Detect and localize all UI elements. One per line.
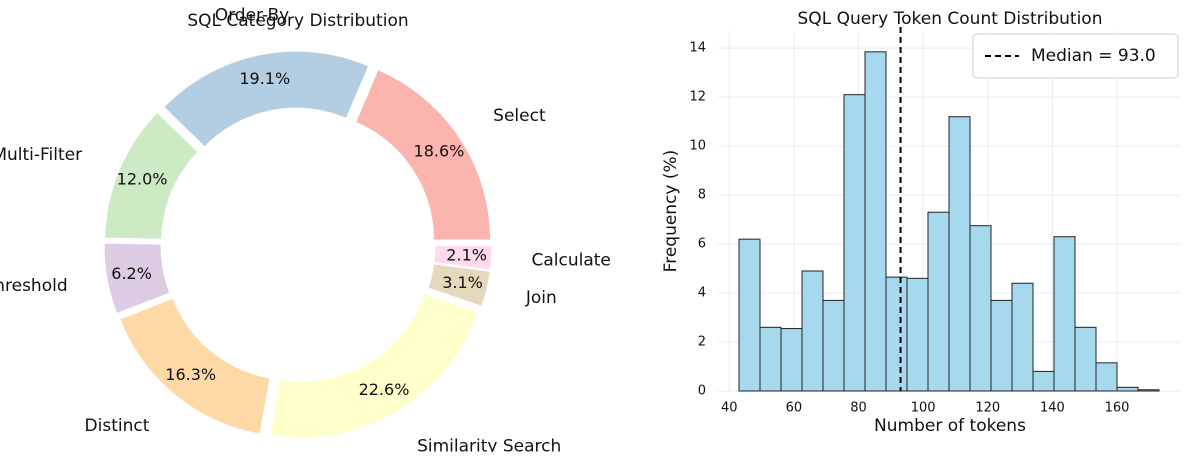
- hist-bar: [990, 299, 1013, 392]
- x-tick-label: 60: [786, 401, 803, 416]
- donut-slice: [354, 69, 492, 241]
- hist-bar: [969, 225, 992, 392]
- hist-bar: [738, 238, 761, 392]
- hist-bar: [948, 116, 971, 392]
- pie-title: SQL Category Distribution: [187, 11, 408, 31]
- x-tick-label: 100: [911, 401, 936, 416]
- hist-bar: [885, 276, 908, 392]
- donut-slice: [103, 242, 171, 315]
- slice-label: Select: [493, 106, 546, 126]
- x-tick-label: 40: [721, 401, 738, 416]
- hist-bar: [864, 51, 887, 392]
- donut-slice: [163, 50, 370, 148]
- slice-label: Multi-Filter: [0, 145, 82, 165]
- hist-bar: [1032, 370, 1055, 392]
- slice-percent: 6.2%: [111, 264, 152, 283]
- hist-bar: [927, 211, 950, 392]
- x-tick-label: 120: [975, 401, 1000, 416]
- donut-slice: [269, 293, 479, 439]
- y-tick-label: 14: [689, 41, 706, 56]
- hist-bar: [1095, 362, 1118, 392]
- slice-percent: 19.1%: [239, 69, 290, 88]
- hist-title: SQL Query Token Count Distribution: [798, 9, 1103, 29]
- slice-percent: 2.1%: [446, 246, 487, 265]
- slice-percent: 3.1%: [442, 273, 483, 292]
- hist-bar: [780, 328, 803, 392]
- y-tick-label: 10: [689, 139, 706, 154]
- slice-label: Threshold: [0, 276, 68, 296]
- y-tick-label: 0: [698, 384, 706, 399]
- hist-bar: [1137, 389, 1160, 392]
- slice-label: Order-By: [215, 6, 289, 26]
- hist-bar: [906, 277, 929, 392]
- donut-slice: [119, 297, 271, 435]
- hist-bar: [1116, 386, 1139, 392]
- donut-slice: [427, 263, 491, 308]
- x-tick-label: 160: [1105, 401, 1130, 416]
- hist-bar: [801, 270, 824, 392]
- hist-bar: [822, 299, 845, 392]
- y-tick-label: 4: [698, 286, 706, 301]
- hist-bar: [843, 94, 866, 392]
- y-axis-label: Frequency (%): [661, 150, 681, 273]
- legend-label: Median = 93.0: [1031, 46, 1156, 66]
- slice-label: Similarity Search: [417, 436, 561, 452]
- y-tick-label: 12: [689, 90, 706, 105]
- slice-label: Distinct: [85, 416, 150, 436]
- hist-bar: [1011, 282, 1034, 392]
- x-axis-label: Number of tokens: [874, 416, 1026, 436]
- y-tick-label: 8: [698, 188, 706, 203]
- slice-percent: 18.6%: [414, 141, 465, 160]
- donut-slice: [104, 111, 199, 240]
- slice-percent: 12.0%: [117, 169, 168, 188]
- y-tick-label: 6: [698, 237, 706, 252]
- slice-label: Calculate: [531, 250, 610, 270]
- hist-bar: [1074, 326, 1097, 392]
- slice-label: Join: [525, 288, 557, 308]
- slice-percent: 16.3%: [165, 365, 216, 384]
- y-tick-label: 2: [698, 335, 706, 350]
- hist-bar: [1053, 236, 1076, 392]
- hist-bar: [759, 326, 782, 392]
- x-tick-label: 140: [1040, 401, 1065, 416]
- donut-slice: [433, 245, 493, 271]
- slice-percent: 22.6%: [359, 380, 410, 399]
- legend-box: [972, 33, 1179, 79]
- x-tick-label: 80: [850, 401, 867, 416]
